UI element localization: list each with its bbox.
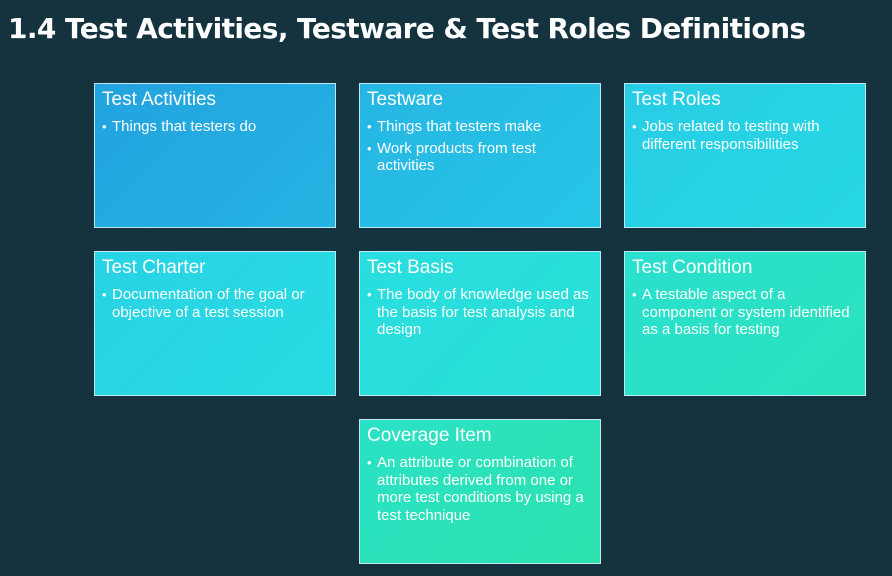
- card-test-charter: Test Charter • Documentation of the goal …: [94, 251, 336, 396]
- card-coverage-item: Coverage Item • An attribute or combinati…: [359, 419, 601, 564]
- card-definition-list: • Things that testers do: [102, 118, 328, 136]
- card-definition-item: • Things that testers make: [367, 118, 593, 136]
- bullet-icon: •: [367, 455, 372, 470]
- slide-title: 1.4 Test Activities, Testware & Test Rol…: [8, 12, 806, 45]
- card-definition-item: • Jobs related to testing with different …: [632, 118, 858, 153]
- card-title: Testware: [367, 89, 444, 110]
- card-definition-list: • A testable aspect of a component or sys…: [632, 286, 858, 339]
- definition-text: A testable aspect of a component or syst…: [642, 286, 850, 338]
- card-title: Test Roles: [632, 89, 721, 110]
- card-test-activities: Test Activities • Things that testers do: [94, 83, 336, 228]
- definition-text: The body of knowledge used as the basis …: [377, 286, 589, 338]
- card-definition-item: • An attribute or combination of attribut…: [367, 454, 593, 524]
- bullet-icon: •: [632, 119, 637, 134]
- bullet-icon: •: [367, 119, 372, 134]
- card-test-condition: Test Condition • A testable aspect of a c…: [624, 251, 866, 396]
- definition-text: Jobs related to testing with different r…: [642, 118, 820, 153]
- definition-text: Things that testers make: [377, 118, 542, 135]
- bullet-icon: •: [102, 119, 107, 134]
- card-definition-item: • The body of knowledge used as the basis…: [367, 286, 593, 339]
- card-definition-list: • An attribute or combination of attribut…: [367, 454, 593, 524]
- card-title: Test Activities: [102, 89, 217, 110]
- card-definition-list: • Things that testers make • Work products…: [367, 118, 593, 175]
- card-definition-item: • Things that testers do: [102, 118, 328, 136]
- card-testware: Testware • Things that testers make • Work…: [359, 83, 601, 228]
- card-definition-item: • Documentation of the goal or objective …: [102, 286, 328, 321]
- bullet-icon: •: [367, 287, 372, 302]
- card-definition-item: • Work products from test activities: [367, 140, 593, 175]
- card-title: Test Condition: [632, 257, 753, 278]
- definition-text: Work products from test activities: [377, 139, 536, 175]
- card-title: Test Charter: [102, 257, 206, 278]
- definition-text: Documentation of the goal or objective o…: [112, 286, 305, 321]
- bullet-icon: •: [367, 140, 372, 156]
- card-definition-list: • Jobs related to testing with different …: [632, 118, 858, 153]
- card-test-roles: Test Roles • Jobs related to testing with…: [624, 83, 866, 228]
- card-test-basis: Test Basis • The body of knowledge used a…: [359, 251, 601, 396]
- bullet-icon: •: [102, 287, 107, 302]
- card-definition-list: • The body of knowledge used as the basis…: [367, 286, 593, 339]
- bullet-icon: •: [632, 287, 637, 302]
- card-title: Coverage Item: [367, 425, 492, 446]
- card-definition-list: • Documentation of the goal or objective …: [102, 286, 328, 321]
- card-title: Test Basis: [367, 257, 454, 278]
- definition-text: Things that testers do: [112, 118, 257, 135]
- card-definition-item: • A testable aspect of a component or sys…: [632, 286, 858, 339]
- definition-text: An attribute or combination of attribute…: [377, 454, 584, 524]
